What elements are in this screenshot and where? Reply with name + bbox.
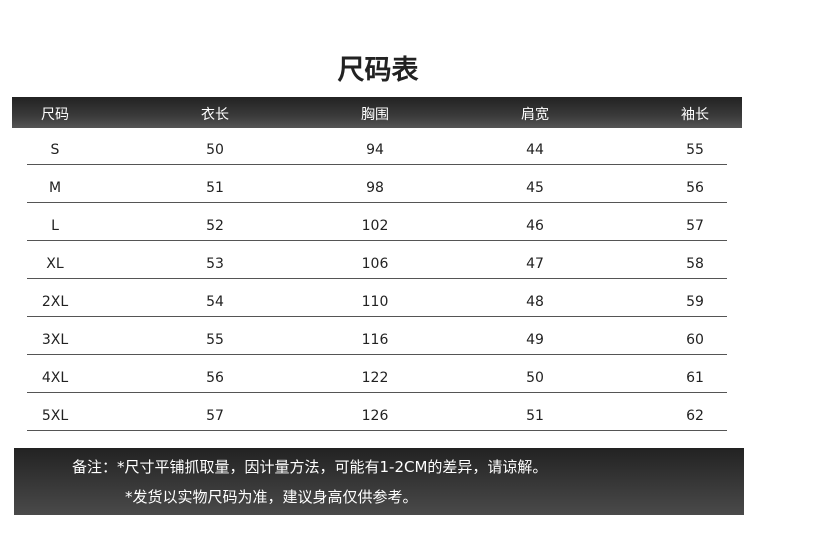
column-header: 尺码 [41, 107, 69, 123]
table-row: M 51 98 45 56 [0, 169, 760, 207]
row-divider [27, 240, 727, 241]
row-divider [27, 202, 727, 203]
table-cell: XL [46, 256, 64, 272]
table-row: 4XL 56 122 50 61 [0, 359, 760, 397]
table-cell: 94 [366, 142, 384, 158]
table-cell: 46 [526, 218, 544, 234]
page-title: 尺码表 [337, 55, 419, 86]
row-divider [27, 278, 727, 279]
table-cell: 58 [686, 256, 704, 272]
table-cell: 4XL [41, 370, 69, 386]
table-cell: 51 [206, 180, 224, 196]
table-cell: 55 [686, 142, 704, 158]
table-cell: 56 [686, 180, 704, 196]
row-divider [27, 164, 727, 165]
table-cell: 45 [526, 180, 544, 196]
table-cell: 49 [526, 332, 544, 348]
table-cell: 53 [206, 256, 224, 272]
table-cell: 2XL [41, 294, 69, 310]
table-cell: 44 [526, 142, 544, 158]
table-cell: 102 [361, 218, 389, 234]
table-row: S 50 94 44 55 [0, 131, 760, 169]
table-cell: 57 [206, 408, 224, 424]
table-cell: 59 [686, 294, 704, 310]
table-cell: 52 [206, 218, 224, 234]
column-header: 衣长 [201, 107, 229, 123]
column-header: 袖长 [681, 107, 709, 123]
table-row: 2XL 54 110 48 59 [0, 283, 760, 321]
table-row: XL 53 106 47 58 [0, 245, 760, 283]
table-cell: S [50, 142, 60, 158]
table-cell: 126 [361, 408, 389, 424]
table-cell: 60 [686, 332, 704, 348]
table-row: 3XL 55 116 49 60 [0, 321, 760, 359]
table-cell: 56 [206, 370, 224, 386]
table-cell: 110 [361, 294, 389, 310]
row-divider [27, 354, 727, 355]
table-cell: 47 [526, 256, 544, 272]
table-cell: 122 [361, 370, 389, 386]
table-cell: 5XL [41, 408, 69, 424]
row-divider [27, 316, 727, 317]
table-cell: M [48, 180, 62, 196]
table-cell: 50 [526, 370, 544, 386]
table-header: 尺码 衣长 胸围 肩宽 袖长 [12, 97, 742, 128]
table-row: L 52 102 46 57 [0, 207, 760, 245]
column-header: 肩宽 [521, 107, 549, 123]
table-cell: 50 [206, 142, 224, 158]
table-cell: 61 [686, 370, 704, 386]
table-cell: 55 [206, 332, 224, 348]
table-cell: 48 [526, 294, 544, 310]
table-row: 5XL 57 126 51 62 [0, 397, 760, 435]
table-cell: 98 [366, 180, 384, 196]
column-header: 胸围 [361, 107, 389, 123]
table-cell: 116 [361, 332, 389, 348]
table-cell: 54 [206, 294, 224, 310]
notes-box: 备注：*尺寸平铺抓取量，因计量方法，可能有1-2CM的差异，请谅解。 *发货以实… [14, 448, 744, 515]
table-cell: 106 [361, 256, 389, 272]
row-divider [27, 392, 727, 393]
note-line: *发货以实物尺码为准，建议身高仅供参考。 [125, 488, 418, 506]
table-cell: 62 [686, 408, 704, 424]
table-cell: 3XL [41, 332, 69, 348]
row-divider [27, 430, 727, 431]
note-line: 备注：*尺寸平铺抓取量，因计量方法，可能有1-2CM的差异，请谅解。 [72, 458, 548, 476]
table-cell: 51 [526, 408, 544, 424]
table-cell: L [51, 218, 59, 234]
table-cell: 57 [686, 218, 704, 234]
